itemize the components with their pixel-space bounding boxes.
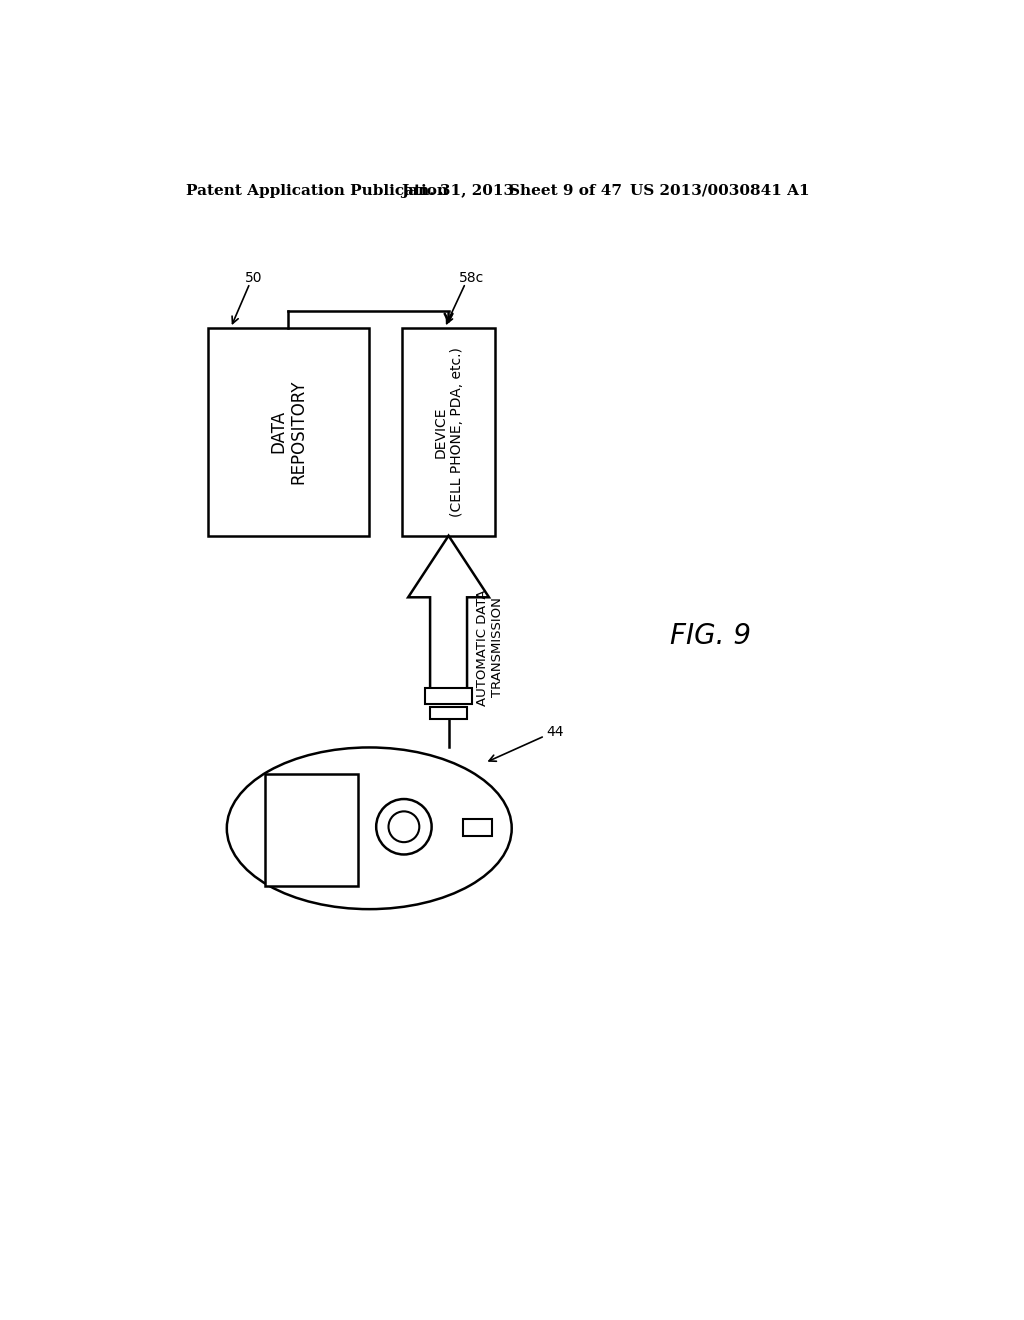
Bar [208,327,370,536]
Polygon shape [409,536,489,697]
Bar [430,706,467,719]
Bar [402,327,495,536]
Text: DEVICE
(CELL PHONE, PDA, etc.): DEVICE (CELL PHONE, PDA, etc.) [433,347,464,516]
Bar [425,688,472,704]
Text: 58c: 58c [460,271,484,285]
Bar [463,818,493,836]
Text: DATA
REPOSITORY: DATA REPOSITORY [269,380,308,484]
Text: Patent Application Publication: Patent Application Publication [186,183,449,198]
Bar [265,775,357,886]
Text: Jan. 31, 2013: Jan. 31, 2013 [401,183,515,198]
Text: 44: 44 [547,725,564,739]
Text: Sheet 9 of 47: Sheet 9 of 47 [509,183,623,198]
Text: 50: 50 [245,271,262,285]
Text: US 2013/0030841 A1: US 2013/0030841 A1 [630,183,809,198]
Text: FIG. 9: FIG. 9 [670,622,751,649]
Ellipse shape [226,747,512,909]
Circle shape [376,799,432,854]
Circle shape [388,812,419,842]
Text: AUTOMATIC DATA
TRANSMISSION: AUTOMATIC DATA TRANSMISSION [476,589,504,706]
